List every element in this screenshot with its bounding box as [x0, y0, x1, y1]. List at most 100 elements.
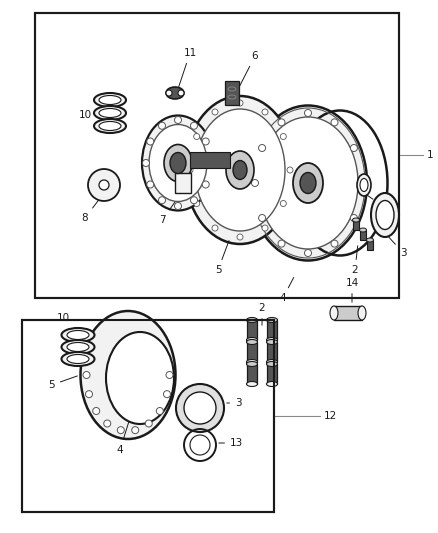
Ellipse shape	[330, 306, 338, 320]
Ellipse shape	[249, 106, 367, 261]
Ellipse shape	[233, 160, 247, 180]
Circle shape	[166, 372, 173, 378]
Circle shape	[88, 169, 120, 201]
Circle shape	[280, 200, 286, 206]
Bar	[360, 230, 366, 240]
Ellipse shape	[371, 193, 399, 237]
Circle shape	[190, 435, 210, 455]
Circle shape	[178, 90, 184, 96]
Ellipse shape	[149, 125, 207, 201]
Ellipse shape	[67, 343, 89, 351]
Circle shape	[212, 225, 218, 231]
Circle shape	[331, 240, 338, 247]
Circle shape	[104, 420, 111, 427]
Text: 14: 14	[346, 278, 359, 302]
Circle shape	[258, 144, 265, 151]
Ellipse shape	[164, 144, 192, 182]
Circle shape	[280, 133, 286, 140]
Bar	[267, 320, 277, 340]
Text: 7: 7	[159, 193, 181, 225]
Text: 2: 2	[259, 303, 265, 325]
Circle shape	[237, 100, 243, 106]
Circle shape	[191, 122, 198, 130]
Circle shape	[147, 138, 154, 145]
Ellipse shape	[67, 354, 89, 364]
Circle shape	[145, 420, 152, 427]
Ellipse shape	[266, 340, 278, 344]
Ellipse shape	[61, 328, 95, 342]
Bar	[267, 342, 277, 362]
Ellipse shape	[247, 361, 258, 367]
Ellipse shape	[99, 109, 121, 117]
Ellipse shape	[226, 151, 254, 189]
Ellipse shape	[367, 238, 374, 242]
Bar	[247, 364, 257, 384]
Circle shape	[212, 109, 218, 115]
Text: 4: 4	[117, 421, 129, 455]
Ellipse shape	[360, 179, 368, 191]
Circle shape	[357, 180, 364, 187]
Circle shape	[262, 225, 268, 231]
Circle shape	[99, 180, 109, 190]
Ellipse shape	[266, 359, 278, 365]
Ellipse shape	[300, 173, 316, 193]
Text: 5: 5	[215, 240, 229, 275]
Text: 8: 8	[82, 195, 102, 223]
Ellipse shape	[266, 361, 278, 367]
Bar	[367, 240, 373, 250]
Text: 6: 6	[233, 51, 258, 99]
Bar	[267, 364, 277, 384]
Ellipse shape	[258, 117, 358, 249]
Ellipse shape	[195, 109, 285, 231]
Ellipse shape	[247, 318, 258, 322]
Ellipse shape	[185, 96, 295, 244]
Circle shape	[251, 180, 258, 187]
Text: 1: 1	[427, 150, 434, 159]
Ellipse shape	[67, 330, 89, 340]
Circle shape	[350, 214, 357, 222]
Circle shape	[278, 119, 285, 126]
Ellipse shape	[266, 337, 278, 343]
Circle shape	[83, 372, 90, 378]
Circle shape	[85, 391, 92, 398]
Circle shape	[194, 200, 200, 206]
Ellipse shape	[99, 95, 121, 104]
Circle shape	[147, 181, 154, 188]
Bar	[35, 13, 399, 298]
Ellipse shape	[94, 119, 126, 133]
Circle shape	[117, 426, 124, 434]
Circle shape	[258, 214, 265, 222]
Bar	[247, 320, 257, 340]
Text: 12: 12	[324, 411, 337, 421]
Bar	[22, 320, 274, 512]
Circle shape	[262, 109, 268, 115]
Text: 4: 4	[280, 278, 294, 303]
Bar	[22, 320, 274, 512]
Ellipse shape	[247, 340, 258, 344]
Circle shape	[304, 109, 311, 117]
Circle shape	[202, 138, 209, 145]
Text: 9: 9	[366, 195, 385, 210]
Circle shape	[132, 426, 139, 434]
Text: 3: 3	[227, 398, 242, 408]
Text: 10: 10	[57, 313, 80, 331]
Bar	[175, 173, 191, 193]
Bar	[35, 13, 399, 298]
Ellipse shape	[61, 352, 95, 366]
Circle shape	[156, 408, 163, 415]
Text: 13: 13	[219, 438, 243, 448]
Bar	[190, 152, 230, 168]
Ellipse shape	[358, 306, 366, 320]
Bar	[225, 81, 239, 105]
Ellipse shape	[293, 163, 323, 203]
Ellipse shape	[142, 116, 214, 211]
Bar	[334, 306, 362, 320]
Ellipse shape	[360, 228, 367, 232]
Circle shape	[331, 119, 338, 126]
Circle shape	[287, 167, 293, 173]
Bar	[353, 220, 359, 230]
Ellipse shape	[247, 382, 258, 386]
Ellipse shape	[106, 332, 174, 424]
Circle shape	[350, 144, 357, 151]
Circle shape	[304, 249, 311, 256]
